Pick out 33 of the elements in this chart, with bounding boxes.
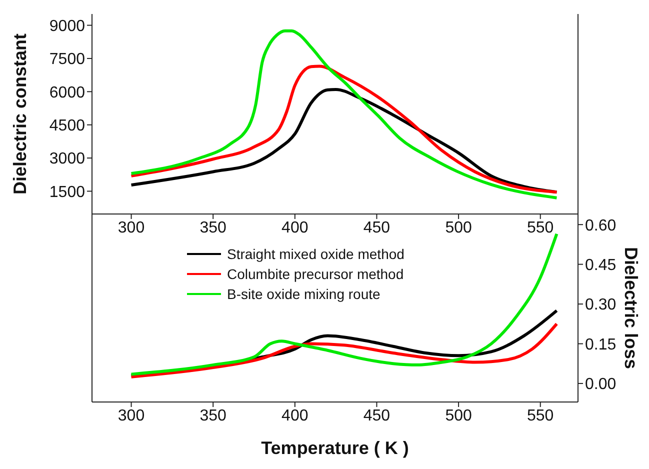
line-series xyxy=(130,29,558,200)
y-axis-title: Dielectric constant xyxy=(10,33,30,195)
x-tick-label: 450 xyxy=(363,407,390,424)
y2-tick-label: 0.30 xyxy=(585,296,616,314)
y2-tick-label: 0.45 xyxy=(585,256,616,274)
x-tick-label: 550 xyxy=(527,219,554,236)
legend-label: B-site oxide mixing route xyxy=(227,285,380,304)
x-tick-label: 500 xyxy=(445,407,472,424)
y2-tick-label: 0.60 xyxy=(585,217,616,234)
y-tick-label: 4500 xyxy=(49,118,86,135)
legend-label: Straight mixed oxide method xyxy=(227,245,404,264)
x-tick-label: 300 xyxy=(118,407,145,424)
legend-label: Columbite precursor method xyxy=(227,265,404,284)
y-tick-label: 6000 xyxy=(49,84,86,102)
y2-tick-label: 0.15 xyxy=(585,336,616,354)
y-tick-label: 1500 xyxy=(49,184,86,201)
y-tick-label: 7500 xyxy=(49,51,86,68)
x-tick-label: 500 xyxy=(445,219,472,236)
y2-axis-title: Dielectric loss xyxy=(621,246,641,370)
line-series xyxy=(130,64,558,194)
x-tick-label: 400 xyxy=(282,219,308,236)
y2-tick-label: 0.00 xyxy=(585,376,616,394)
x-tick-label: 350 xyxy=(200,219,227,236)
x-tick-label: 400 xyxy=(282,407,308,424)
x-tick-label: 450 xyxy=(363,219,390,236)
y-tick-label: 3000 xyxy=(49,150,86,168)
line-series xyxy=(130,232,558,376)
y-tick-label: 9000 xyxy=(49,18,86,35)
line-series xyxy=(130,322,558,378)
x-axis-title: Temperature ( K ) xyxy=(261,438,409,458)
x-tick-label: 550 xyxy=(527,407,554,424)
x-tick-label: 300 xyxy=(118,219,145,236)
x-tick-label: 350 xyxy=(200,407,227,424)
